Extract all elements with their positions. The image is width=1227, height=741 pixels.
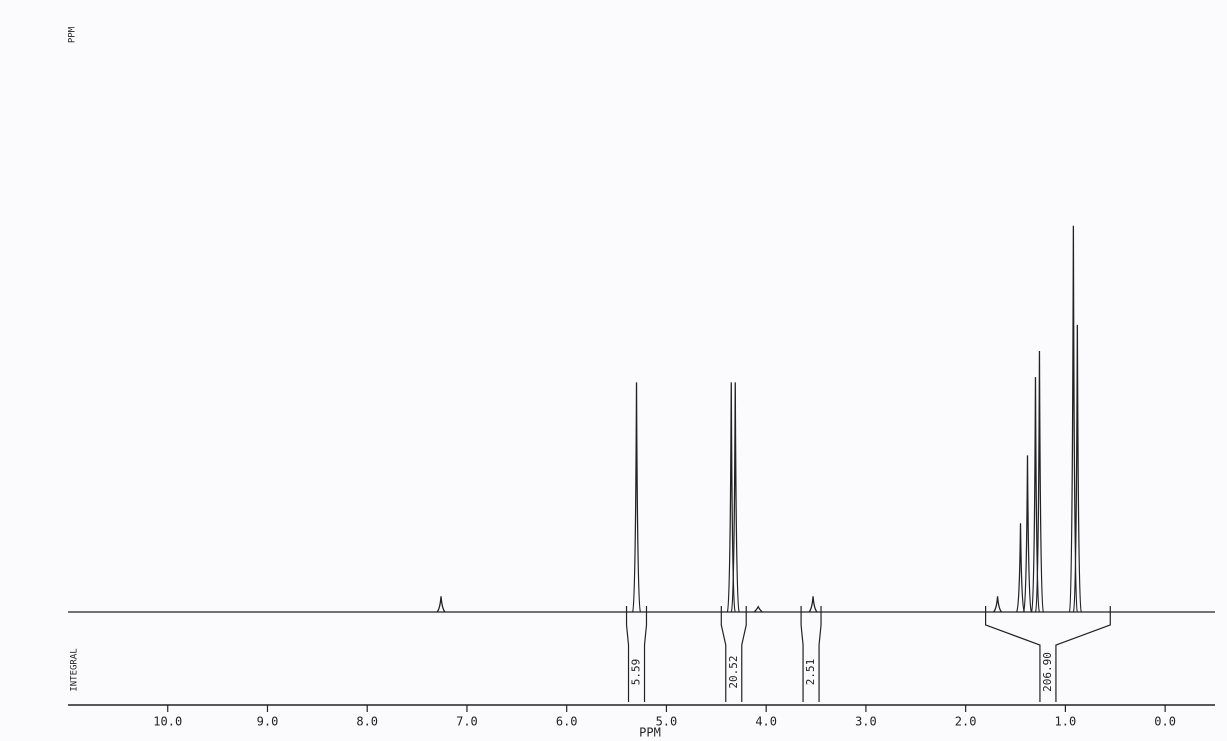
x-tick-label: 1.0 (1055, 715, 1077, 729)
peak (436, 596, 446, 613)
peak (1015, 523, 1026, 613)
integral-value: 206.90 (1041, 652, 1054, 692)
peak (631, 382, 642, 613)
x-tick-label: 7.0 (456, 715, 478, 729)
integral-value: 5.59 (630, 659, 643, 686)
x-tick-label: 2.0 (955, 715, 977, 729)
x-axis-label: PPM (639, 726, 661, 740)
peak (1034, 350, 1045, 613)
x-tick-label: 8.0 (356, 715, 378, 729)
peak (753, 605, 763, 613)
peak (993, 596, 1003, 613)
integral-bracket (625, 606, 648, 702)
peak (730, 382, 740, 613)
peak (808, 596, 818, 613)
integral-value: 20.52 (727, 655, 740, 688)
x-tick-label: 3.0 (855, 715, 877, 729)
x-tick-label: 5.0 (656, 715, 678, 729)
x-tick-label: 6.0 (556, 715, 578, 729)
peak (1072, 324, 1082, 613)
x-tick-label: 10.0 (153, 715, 182, 729)
integral-bracket (720, 606, 747, 702)
x-tick-label: 9.0 (257, 715, 279, 729)
x-tick-label: 0.0 (1154, 715, 1176, 729)
x-tick-label: 4.0 (755, 715, 777, 729)
integral-bracket (800, 606, 822, 702)
integral-value: 2.51 (804, 659, 817, 686)
peak (1030, 377, 1041, 613)
integral-bracket (985, 606, 1111, 702)
peak (726, 382, 736, 613)
peak (1022, 455, 1033, 613)
top-label: PPM (68, 26, 78, 43)
integral-label: INTEGRAL (70, 648, 80, 691)
